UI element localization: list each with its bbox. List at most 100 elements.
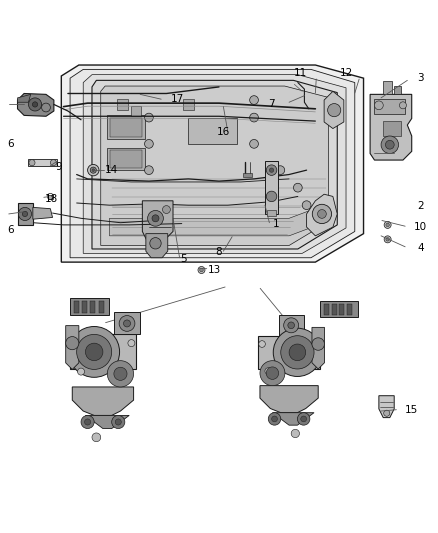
Circle shape xyxy=(28,98,42,111)
Circle shape xyxy=(250,113,258,122)
Text: 1: 1 xyxy=(272,219,279,229)
Bar xyxy=(48,195,53,199)
Circle shape xyxy=(85,419,91,425)
Bar xyxy=(70,298,110,314)
Text: 8: 8 xyxy=(215,247,223,257)
Polygon shape xyxy=(324,91,344,128)
Bar xyxy=(324,304,328,316)
Polygon shape xyxy=(312,327,325,369)
Circle shape xyxy=(145,166,153,174)
Circle shape xyxy=(301,416,307,422)
Circle shape xyxy=(269,168,274,172)
Bar xyxy=(339,304,344,316)
Circle shape xyxy=(293,183,302,192)
Polygon shape xyxy=(61,65,364,262)
Polygon shape xyxy=(33,207,53,219)
Circle shape xyxy=(107,361,134,387)
Polygon shape xyxy=(370,94,412,160)
Bar xyxy=(107,115,145,140)
Circle shape xyxy=(92,169,95,172)
Circle shape xyxy=(260,361,285,386)
Polygon shape xyxy=(379,395,394,418)
Circle shape xyxy=(162,206,170,214)
Bar xyxy=(117,99,128,110)
Circle shape xyxy=(22,211,28,216)
Circle shape xyxy=(381,136,399,154)
Text: 15: 15 xyxy=(405,405,418,415)
Circle shape xyxy=(259,341,265,348)
Text: 10: 10 xyxy=(414,222,427,232)
Polygon shape xyxy=(18,94,31,102)
Bar xyxy=(383,81,392,94)
Bar xyxy=(114,312,140,334)
Text: 5: 5 xyxy=(180,254,187,264)
Circle shape xyxy=(29,159,35,166)
Text: 16: 16 xyxy=(217,127,230,136)
Polygon shape xyxy=(72,387,134,415)
Bar xyxy=(320,301,358,317)
Polygon shape xyxy=(70,69,355,258)
Text: 2: 2 xyxy=(417,201,424,211)
Circle shape xyxy=(77,334,112,369)
Circle shape xyxy=(81,415,94,429)
Circle shape xyxy=(250,96,258,104)
Polygon shape xyxy=(28,159,57,166)
Circle shape xyxy=(276,166,285,174)
Circle shape xyxy=(313,341,319,348)
Bar xyxy=(74,301,79,313)
Circle shape xyxy=(318,209,326,219)
Bar xyxy=(82,301,87,313)
Circle shape xyxy=(386,223,389,227)
Bar xyxy=(332,304,336,316)
Circle shape xyxy=(291,429,300,438)
Text: 11: 11 xyxy=(293,68,307,78)
Circle shape xyxy=(66,336,79,350)
Bar xyxy=(374,99,405,114)
Polygon shape xyxy=(272,413,314,425)
Bar xyxy=(107,148,145,170)
Polygon shape xyxy=(101,86,328,246)
Circle shape xyxy=(50,159,57,166)
Circle shape xyxy=(328,103,341,117)
Text: 3: 3 xyxy=(417,73,424,83)
Text: 9: 9 xyxy=(56,161,63,172)
Circle shape xyxy=(288,322,294,329)
Bar xyxy=(258,336,320,369)
Circle shape xyxy=(92,433,101,442)
Polygon shape xyxy=(265,161,278,214)
Circle shape xyxy=(272,416,277,422)
Circle shape xyxy=(273,328,321,376)
Polygon shape xyxy=(18,203,33,225)
Circle shape xyxy=(268,413,281,425)
Bar xyxy=(267,209,276,216)
Bar xyxy=(279,315,304,336)
Circle shape xyxy=(32,102,38,107)
Circle shape xyxy=(386,238,389,241)
Circle shape xyxy=(42,103,50,112)
Circle shape xyxy=(266,191,277,201)
Polygon shape xyxy=(260,386,318,413)
Circle shape xyxy=(297,413,310,425)
Bar xyxy=(188,118,237,144)
Circle shape xyxy=(152,215,159,222)
Circle shape xyxy=(18,207,32,221)
Circle shape xyxy=(112,415,125,429)
Circle shape xyxy=(385,140,394,149)
Polygon shape xyxy=(110,205,324,236)
Circle shape xyxy=(265,368,272,374)
Circle shape xyxy=(85,343,103,361)
Circle shape xyxy=(284,318,299,333)
Circle shape xyxy=(69,327,120,377)
Polygon shape xyxy=(66,326,79,369)
Polygon shape xyxy=(142,201,173,240)
Bar xyxy=(394,86,401,94)
Text: 18: 18 xyxy=(45,193,58,204)
Text: 6: 6 xyxy=(7,139,14,149)
Circle shape xyxy=(119,316,135,332)
Polygon shape xyxy=(307,194,337,236)
Circle shape xyxy=(384,410,390,416)
Text: 14: 14 xyxy=(105,165,118,175)
Circle shape xyxy=(266,367,279,379)
Text: 6: 6 xyxy=(7,225,14,235)
Text: 17: 17 xyxy=(171,94,184,104)
